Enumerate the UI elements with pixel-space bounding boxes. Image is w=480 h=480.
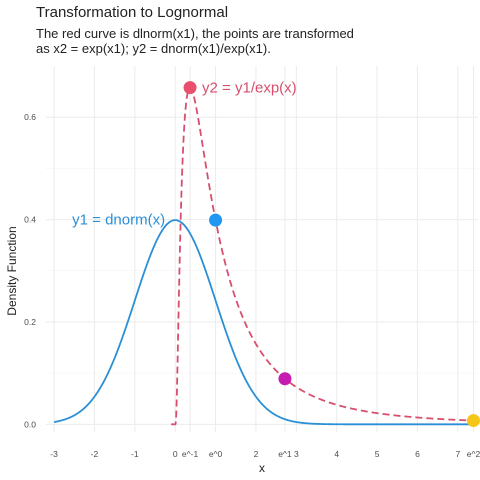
- y-tick-label: 0.6: [24, 112, 36, 122]
- annotation-y2: y2 = y1/exp(x): [202, 80, 297, 97]
- x-tick-label: e^0: [209, 449, 223, 459]
- y-tick-label: 0.2: [24, 317, 36, 327]
- x-tick-label: 2: [254, 449, 259, 459]
- x-axis-label: x: [259, 461, 265, 475]
- y-tick-label: 0.4: [24, 215, 36, 225]
- points: [184, 81, 480, 427]
- x-tick-label: 5: [375, 449, 380, 459]
- grid: [46, 66, 478, 432]
- x-tick-label: e^1: [278, 449, 292, 459]
- data-point: [184, 81, 197, 94]
- x-tick-label: 7: [455, 449, 460, 459]
- x-tick-label: -2: [91, 449, 99, 459]
- x-tick-label: -1: [131, 449, 139, 459]
- x-tick-label: 3: [294, 449, 299, 459]
- x-tick-label: 0: [173, 449, 178, 459]
- x-tick-label: 6: [415, 449, 420, 459]
- data-point: [467, 414, 480, 427]
- y-axis-label: Density Function: [5, 226, 19, 315]
- data-point: [209, 214, 222, 227]
- x-tick-label: e^2: [467, 449, 480, 459]
- x-tick-label: e^-1: [182, 449, 199, 459]
- x-tick-label: -3: [50, 449, 58, 459]
- curves: [54, 88, 474, 425]
- data-point: [278, 372, 291, 385]
- series-line-2: [171, 88, 474, 425]
- annotation-y1: y1 = dnorm(x): [72, 212, 165, 229]
- labels: x Density Function y1 = dnorm(x) y2 = y1…: [5, 80, 480, 475]
- x-tick-label: 4: [334, 449, 339, 459]
- y-tick-label: 0.0: [24, 419, 36, 429]
